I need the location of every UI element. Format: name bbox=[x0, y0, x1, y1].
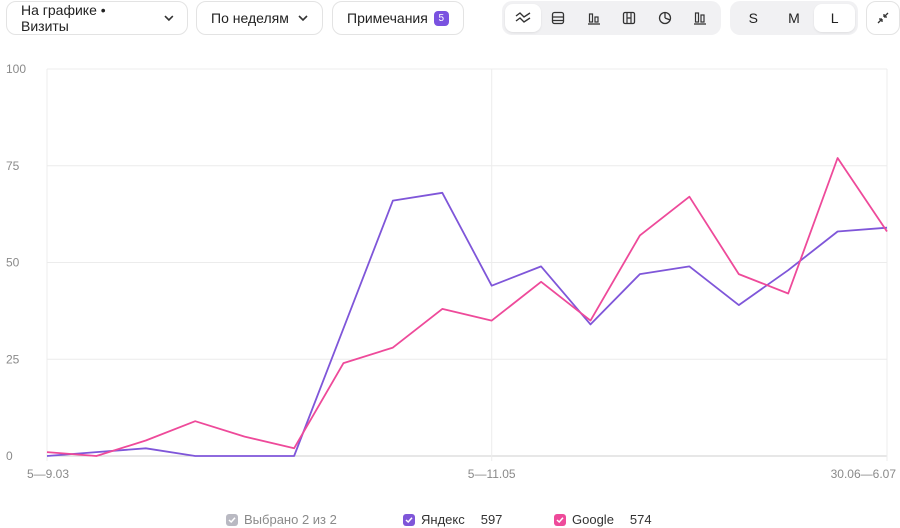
chart-type-stacked-bar-button[interactable] bbox=[612, 4, 648, 32]
stacked-bar-icon bbox=[623, 11, 636, 25]
legend-series-name: Яндекс bbox=[421, 512, 465, 527]
data-point[interactable] bbox=[588, 318, 593, 323]
data-point[interactable] bbox=[242, 434, 247, 439]
chart-type-pie-button[interactable] bbox=[647, 4, 683, 32]
bar-chart-icon bbox=[587, 13, 600, 25]
notes-count-badge: 5 bbox=[433, 10, 449, 26]
series-line-google[interactable] bbox=[46, 157, 888, 457]
y-axis-ticks: 0 25 50 75 100 bbox=[6, 62, 26, 463]
series-line-yandex[interactable] bbox=[46, 191, 888, 457]
metric-dropdown-label: На графике • Визиты bbox=[21, 2, 106, 34]
legend-item-google[interactable]: Google 574 bbox=[554, 512, 652, 527]
chevron-down-icon bbox=[164, 15, 174, 22]
chart-series bbox=[45, 156, 890, 459]
chart-type-switcher bbox=[502, 1, 721, 35]
data-point[interactable] bbox=[637, 272, 642, 277]
size-l-button[interactable]: L bbox=[814, 4, 856, 32]
data-point[interactable] bbox=[390, 345, 395, 350]
legend-selected-label: Выбрано 2 из 2 bbox=[244, 512, 337, 527]
y-tick-label: 75 bbox=[6, 159, 20, 173]
chart-type-line-button[interactable] bbox=[505, 4, 541, 32]
data-point[interactable] bbox=[390, 198, 395, 203]
pie-chart-icon bbox=[658, 11, 671, 25]
stacked-area-icon bbox=[552, 11, 565, 25]
chart-type-stacked-area-button[interactable] bbox=[541, 4, 577, 32]
size-s-button[interactable]: S bbox=[748, 10, 758, 26]
data-point[interactable] bbox=[489, 283, 494, 288]
data-point[interactable] bbox=[885, 229, 890, 234]
data-point[interactable] bbox=[539, 264, 544, 269]
data-point[interactable] bbox=[341, 361, 346, 366]
data-point[interactable] bbox=[835, 229, 840, 234]
x-axis-ticks: 5—9.03 5—11.05 30.06—6.07 bbox=[27, 467, 896, 481]
chevron-down-icon bbox=[298, 15, 308, 22]
checkbox-icon bbox=[554, 513, 566, 526]
data-point[interactable] bbox=[193, 419, 198, 424]
period-dropdown[interactable]: По неделям bbox=[196, 1, 323, 35]
checkbox-icon bbox=[226, 513, 238, 526]
chart-grid bbox=[46, 68, 888, 461]
toolbar: На графике • Визиты По неделям Примечани… bbox=[0, 0, 900, 38]
data-point[interactable] bbox=[143, 446, 148, 451]
y-tick-label: 0 bbox=[6, 449, 13, 463]
column-chart-icon bbox=[694, 12, 707, 25]
chart-legend: Выбрано 2 из 2 Яндекс 597 Google 574 bbox=[0, 510, 900, 528]
legend-select-all[interactable]: Выбрано 2 из 2 bbox=[226, 512, 337, 527]
chart-type-bar-button[interactable] bbox=[576, 4, 612, 32]
data-point[interactable] bbox=[786, 291, 791, 296]
legend-series-name: Google bbox=[572, 512, 614, 527]
y-tick-label: 25 bbox=[6, 352, 20, 366]
data-point[interactable] bbox=[292, 454, 297, 459]
data-point[interactable] bbox=[143, 438, 148, 443]
data-point[interactable] bbox=[539, 279, 544, 284]
size-m-button[interactable]: M bbox=[788, 10, 800, 26]
data-point[interactable] bbox=[687, 264, 692, 269]
notes-label: Примечания bbox=[347, 10, 428, 26]
chart-type-column-button[interactable] bbox=[683, 4, 719, 32]
legend-series-total: 574 bbox=[629, 512, 652, 527]
data-point[interactable] bbox=[440, 190, 445, 195]
y-tick-label: 100 bbox=[6, 62, 26, 76]
line-chart: 0 25 50 75 100 5—9.03 5—11.05 30.06—6.07 bbox=[6, 62, 896, 481]
data-point[interactable] bbox=[45, 450, 50, 455]
data-point[interactable] bbox=[440, 306, 445, 311]
collapse-arrows-icon bbox=[877, 12, 889, 24]
legend-series-total: 597 bbox=[480, 512, 503, 527]
data-point[interactable] bbox=[193, 454, 198, 459]
data-point[interactable] bbox=[292, 446, 297, 451]
data-point[interactable] bbox=[489, 318, 494, 323]
data-point[interactable] bbox=[835, 156, 840, 161]
line-chart-icon bbox=[515, 12, 531, 23]
period-dropdown-label: По неделям bbox=[211, 10, 289, 26]
data-point[interactable] bbox=[736, 272, 741, 277]
data-point[interactable] bbox=[687, 194, 692, 199]
notes-button[interactable]: Примечания 5 bbox=[332, 1, 464, 35]
checkbox-icon bbox=[403, 513, 415, 526]
y-tick-label: 50 bbox=[6, 256, 20, 270]
data-point[interactable] bbox=[242, 454, 247, 459]
data-point[interactable] bbox=[637, 233, 642, 238]
metric-dropdown[interactable]: На графике • Визиты bbox=[6, 1, 188, 35]
x-tick-label: 5—9.03 bbox=[27, 467, 69, 481]
collapse-button[interactable] bbox=[866, 1, 900, 35]
data-point[interactable] bbox=[94, 454, 99, 459]
data-point[interactable] bbox=[341, 326, 346, 331]
data-point[interactable] bbox=[736, 303, 741, 308]
data-point[interactable] bbox=[786, 268, 791, 273]
x-tick-label: 30.06—6.07 bbox=[831, 467, 897, 481]
x-tick-label: 5—11.05 bbox=[468, 467, 516, 481]
legend-item-yandex[interactable]: Яндекс 597 bbox=[403, 512, 502, 527]
size-switcher: S M L bbox=[730, 1, 858, 35]
